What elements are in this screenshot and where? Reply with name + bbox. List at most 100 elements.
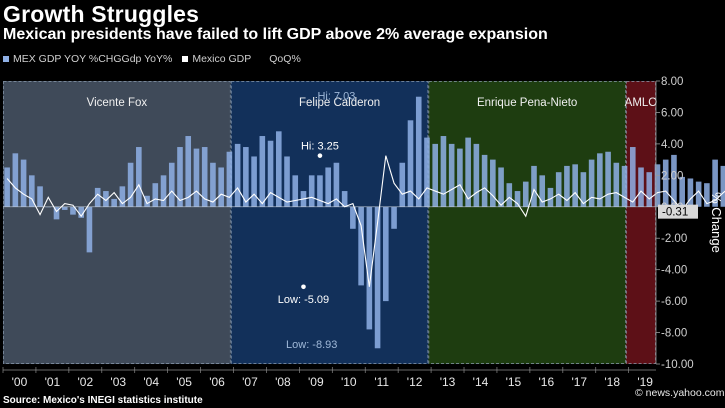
last-value-box	[658, 204, 698, 219]
bar-yoy-17	[144, 195, 150, 207]
bar-yoy-47	[391, 206, 397, 229]
bar-yoy-64	[531, 165, 537, 207]
bar-yoy-41	[341, 191, 348, 207]
bar-yoy-12	[103, 191, 109, 207]
x-tick-label-17: '17	[571, 375, 587, 389]
callout-marker-0	[317, 153, 323, 158]
period-label-0: Vicente Fox	[87, 97, 148, 109]
bar-yoy-14	[119, 186, 126, 207]
bar-yoy-19	[160, 175, 167, 207]
period-border-1	[230, 81, 429, 364]
period-band-2	[428, 81, 626, 364]
bar-yoy-3	[29, 175, 35, 207]
bar-yoy-71	[588, 159, 595, 207]
bar-yoy-81	[671, 154, 677, 207]
bar-yoy-0	[4, 167, 10, 207]
bar-yoy-1	[12, 153, 19, 207]
bar-yoy-76	[629, 147, 636, 207]
bar-yoy-48	[399, 162, 406, 207]
x-tick-label-4: '04	[143, 375, 159, 389]
y-axis-title: % Change	[709, 192, 724, 253]
x-tick-label-8: '08	[275, 375, 291, 389]
bar-yoy-40	[333, 162, 340, 207]
x-tick-label-5: '05	[176, 375, 192, 389]
bar-yoy-65	[539, 175, 546, 207]
period-label-1: Felipe Calderon	[299, 97, 380, 109]
y-tick-label-2: -6.00	[661, 296, 687, 308]
bar-yoy-18	[152, 183, 159, 207]
period-label-2: Enrique Pena-Nieto	[477, 97, 577, 109]
bar-yoy-62	[514, 191, 521, 207]
bar-yoy-39	[325, 167, 331, 207]
x-tick-label-9: '09	[308, 375, 324, 389]
bar-yoy-66	[547, 187, 554, 207]
x-tick-label-15: '15	[506, 375, 522, 389]
legend-swatch-yoy	[3, 56, 9, 62]
period-border-2	[428, 81, 626, 364]
bar-yoy-30	[251, 156, 257, 207]
line-qoq	[6, 155, 725, 287]
bar-yoy-67	[555, 172, 562, 207]
bar-yoy-13	[111, 198, 117, 207]
bar-yoy-78	[646, 172, 653, 207]
bar-yoy-43	[358, 206, 364, 286]
bar-yoy-37	[308, 175, 315, 207]
bar-yoy-55	[457, 148, 463, 207]
bar-yoy-27	[226, 151, 233, 207]
bar-yoy-22	[185, 136, 192, 207]
bar-yoy-7	[61, 206, 68, 210]
period-band-3	[625, 81, 656, 364]
bar-yoy-29	[243, 147, 249, 207]
bar-yoy-82	[679, 176, 685, 207]
x-tick-label-2: '02	[78, 375, 94, 389]
bar-yoy-6	[53, 206, 60, 220]
bar-yoy-56	[465, 137, 471, 207]
bar-yoy-79	[654, 164, 661, 207]
callout-label-1: Low: -5.09	[278, 294, 329, 306]
bar-yoy-87	[720, 165, 725, 207]
period-border-3	[626, 81, 656, 364]
bar-yoy-74	[613, 162, 620, 207]
y-tick-label-6: 2.00	[661, 170, 683, 182]
period-band-1	[230, 81, 429, 364]
bar-yoy-21	[177, 147, 183, 207]
y-tick-label-0: -10.00	[661, 359, 694, 371]
bar-yoy-16	[136, 147, 142, 207]
bar-yoy-70	[580, 172, 587, 207]
bar-yoy-10	[86, 206, 93, 253]
bar-yoy-86	[712, 159, 718, 207]
bar-yoy-44	[366, 206, 373, 330]
y-tick-label-8: 6.00	[661, 107, 683, 119]
bar-annotation-0: Hi: 7.03	[317, 90, 355, 102]
x-tick-label-6: '06	[209, 375, 225, 389]
bar-yoy-31	[259, 136, 266, 207]
bar-yoy-73	[605, 151, 611, 207]
bar-yoy-72	[597, 153, 603, 207]
bar-yoy-69	[572, 164, 578, 207]
legend-label-qoq: Mexico GDP	[192, 53, 252, 65]
bar-yoy-59	[490, 159, 496, 207]
bar-yoy-8	[70, 206, 76, 215]
bar-yoy-63	[522, 181, 529, 207]
bar-yoy-2	[20, 159, 27, 207]
callout-label-0: Hi: 3.25	[301, 141, 339, 153]
x-tick-label-12: '12	[407, 375, 423, 389]
x-tick-label-16: '16	[539, 375, 555, 389]
x-tick-label-0: '00	[12, 375, 28, 389]
bar-yoy-58	[481, 154, 488, 207]
legend-label-yoy: MEX GDP YOY %CHGGdp YoY%	[13, 53, 173, 65]
x-tick-label-19: '19	[637, 375, 653, 389]
y-tick-label-7: 4.00	[661, 139, 683, 151]
legend-item-qoq-suffix: QoQ%	[269, 53, 301, 65]
watermark: © news.yahoo.com	[635, 387, 725, 399]
bar-yoy-85	[704, 183, 710, 207]
period-band-0	[3, 81, 231, 364]
bar-yoy-28	[234, 143, 241, 207]
bar-yoy-20	[168, 162, 175, 207]
bar-yoy-75	[621, 165, 628, 207]
bar-yoy-57	[473, 143, 480, 207]
bar-yoy-23	[193, 148, 200, 207]
bar-yoy-42	[350, 206, 356, 229]
bar-yoy-83	[687, 178, 694, 207]
bar-yoy-25	[210, 162, 216, 207]
